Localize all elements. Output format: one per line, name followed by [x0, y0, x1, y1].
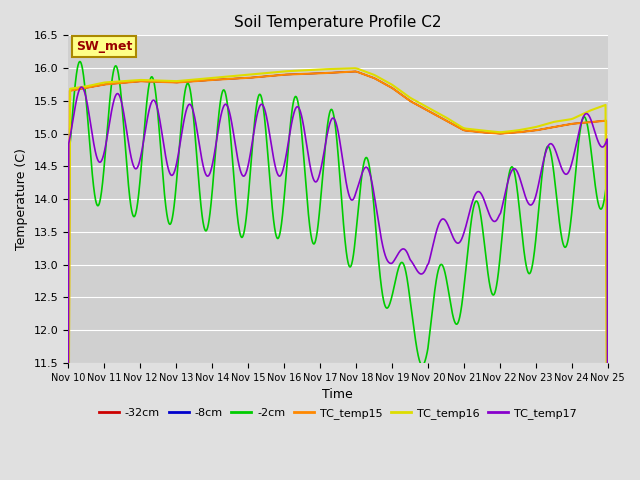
Title: Soil Temperature Profile C2: Soil Temperature Profile C2: [234, 15, 442, 30]
TC_temp15: [593, 119, 601, 124]
-32cm: [593, 119, 601, 124]
-8cm: [157, 79, 165, 85]
-2cm: [536, 200, 543, 205]
TC_temp17: [126, 147, 134, 153]
TC_temp16: [350, 65, 358, 71]
Line: TC_temp17: TC_temp17: [68, 87, 608, 480]
X-axis label: Time: Time: [323, 388, 353, 401]
Legend: -32cm, -8cm, -2cm, TC_temp15, TC_temp16, TC_temp17: -32cm, -8cm, -2cm, TC_temp15, TC_temp16,…: [95, 403, 581, 423]
TC_temp17: [271, 163, 279, 169]
-2cm: [76, 59, 84, 64]
-8cm: [294, 71, 302, 77]
-2cm: [604, 170, 612, 176]
-32cm: [271, 72, 279, 78]
-2cm: [158, 160, 166, 166]
TC_temp17: [294, 105, 302, 110]
-32cm: [294, 71, 302, 77]
TC_temp16: [271, 69, 279, 75]
-32cm: [351, 69, 358, 74]
-8cm: [351, 69, 358, 74]
-8cm: [271, 72, 279, 78]
TC_temp15: [294, 71, 302, 77]
Text: SW_met: SW_met: [76, 40, 132, 53]
TC_temp16: [535, 123, 543, 129]
TC_temp16: [125, 78, 133, 84]
-2cm: [593, 197, 601, 203]
TC_temp17: [593, 136, 601, 142]
Line: -8cm: -8cm: [68, 72, 608, 480]
TC_temp17: [535, 179, 543, 184]
Y-axis label: Temperature (C): Temperature (C): [15, 148, 28, 250]
TC_temp17: [158, 129, 166, 135]
-2cm: [64, 165, 72, 171]
-8cm: [125, 79, 133, 85]
Line: -2cm: -2cm: [68, 61, 608, 365]
TC_temp15: [157, 79, 165, 85]
TC_temp15: [271, 72, 279, 78]
TC_temp16: [593, 105, 601, 111]
Line: -32cm: -32cm: [68, 72, 608, 480]
-8cm: [593, 119, 601, 124]
-2cm: [271, 228, 279, 234]
TC_temp15: [535, 127, 543, 132]
Line: TC_temp15: TC_temp15: [68, 72, 608, 480]
-32cm: [125, 79, 133, 85]
Line: TC_temp16: TC_temp16: [68, 68, 608, 480]
TC_temp17: [77, 84, 85, 90]
TC_temp16: [157, 78, 165, 84]
-32cm: [535, 127, 543, 132]
TC_temp16: [294, 68, 302, 73]
-32cm: [157, 79, 165, 85]
TC_temp15: [125, 79, 133, 85]
-2cm: [126, 194, 134, 200]
-2cm: [294, 103, 302, 108]
-2cm: [419, 362, 426, 368]
-8cm: [535, 127, 543, 132]
TC_temp15: [351, 69, 358, 74]
